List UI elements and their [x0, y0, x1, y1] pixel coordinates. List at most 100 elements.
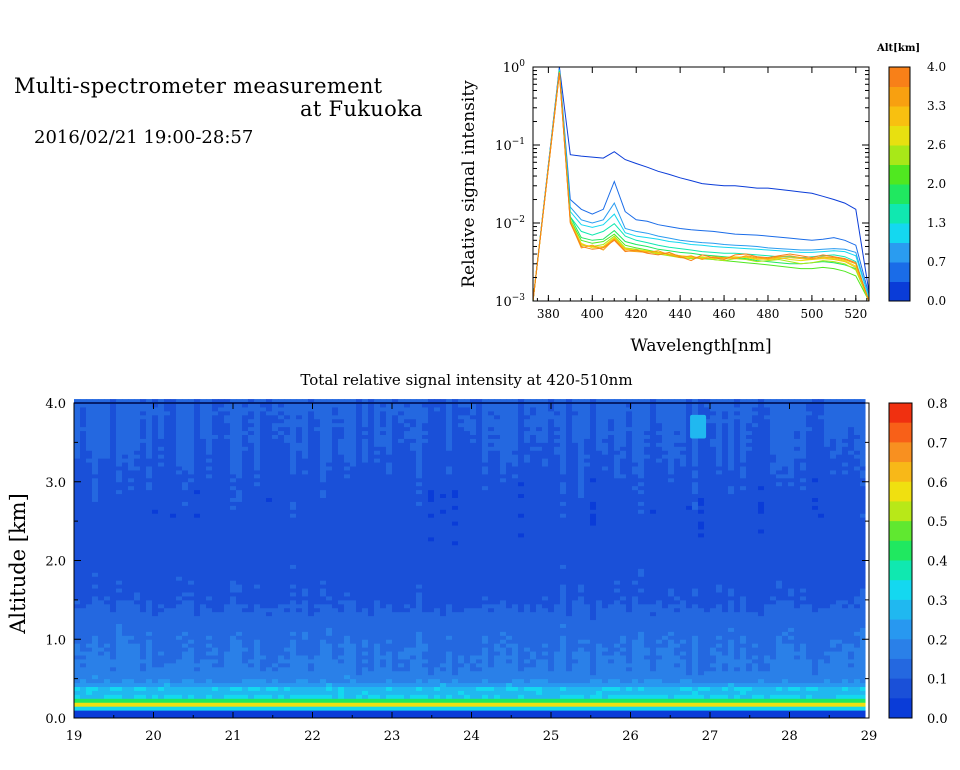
heatmap-cell: [332, 564, 339, 569]
heatmap-cell: [98, 694, 105, 699]
heatmap-cell: [422, 489, 429, 495]
heatmap-cell: [422, 560, 429, 565]
heatmap-cell: [134, 536, 141, 542]
heatmap-cell: [386, 670, 393, 676]
heatmap-cell: [302, 426, 309, 432]
heatmap-cell: [344, 662, 351, 668]
heatmap-cell: [416, 639, 423, 644]
heatmap-cell: [104, 674, 111, 680]
heatmap-cell: [410, 568, 417, 573]
heatmap-cell: [140, 469, 147, 475]
heatmap-cell: [230, 564, 237, 569]
heatmap-cell: [350, 532, 357, 538]
heatmap-cell: [398, 702, 405, 707]
heatmap-cell: [188, 686, 195, 691]
heatmap-cell: [80, 666, 87, 672]
heatmap-cell: [182, 442, 189, 447]
heatmap-cell: [356, 627, 363, 632]
heatmap-cell: [386, 635, 393, 640]
heatmap-cell: [266, 544, 273, 550]
spectrum-series-line: [532, 70, 870, 302]
heatmap-cell: [356, 418, 363, 424]
heatmap-cell: [362, 580, 369, 585]
heatmap-cell: [254, 627, 261, 632]
heatmap-cell: [308, 446, 315, 451]
heatmap-cell: [428, 501, 435, 506]
heatmap-cell: [224, 540, 231, 546]
heatmap-cell: [428, 556, 435, 561]
heatmap-cell: [104, 481, 111, 487]
heatmap-cell: [368, 662, 375, 668]
heatmap-cell: [410, 607, 417, 613]
heatmap-cell: [194, 406, 201, 412]
heatmap-cell: [260, 426, 267, 432]
heatmap-cell: [272, 434, 279, 439]
heatmap-cell: [332, 501, 339, 506]
heatmap-cell: [320, 623, 327, 628]
heatmap-cell: [362, 438, 369, 443]
heatmap-cell: [230, 686, 237, 691]
heatmap-cell: [98, 532, 105, 538]
heatmap-cell: [356, 556, 363, 561]
heatmap-cell: [230, 540, 237, 546]
heatmap-cell: [194, 501, 201, 506]
heatmap-cell: [236, 651, 243, 656]
heatmap-cell: [392, 466, 399, 471]
heatmap-cell: [398, 509, 405, 514]
heatmap-cell: [254, 706, 261, 711]
heatmap-cell: [122, 560, 129, 565]
heatmap-cell: [326, 592, 333, 597]
heatmap-cell: [404, 469, 411, 475]
heatmap-cell: [122, 655, 129, 660]
heatmap-cell: [428, 489, 435, 495]
heatmap-cell: [374, 595, 381, 601]
heatmap-cell: [320, 690, 327, 695]
heatmap-cell: [272, 489, 279, 495]
heatmap-cell: [326, 513, 333, 518]
heatmap-cell: [224, 536, 231, 542]
heatmap-cell: [272, 635, 279, 640]
heatmap-cell: [326, 509, 333, 514]
heatmap-cell: [164, 584, 171, 589]
heatmap-cell: [80, 576, 87, 581]
heatmap-cell: [278, 655, 285, 660]
heatmap-cell: [92, 493, 99, 498]
heatmap-cell: [176, 698, 183, 703]
heatmap-cell: [194, 434, 201, 439]
heatmap-cell: [74, 403, 81, 408]
heatmap-cell: [308, 442, 315, 447]
heatmap-cell: [326, 678, 333, 684]
heatmap-cell: [224, 635, 231, 640]
heatmap-cell: [74, 442, 81, 447]
heatmap-cell: [284, 489, 291, 495]
heatmap-cell: [302, 599, 309, 605]
heatmap-cell: [386, 406, 393, 412]
heatmap-cell: [410, 517, 417, 522]
heatmap-cell: [176, 623, 183, 628]
heatmap-cell: [122, 544, 129, 550]
heatmap-cell: [116, 714, 123, 719]
heatmap-cell: [182, 670, 189, 676]
heatmap-cell: [188, 619, 195, 624]
heatmap-cell: [284, 623, 291, 628]
heatmap-cell: [374, 414, 381, 420]
heatmap-cell: [242, 469, 249, 475]
heatmap-cell: [134, 414, 141, 420]
heatmap-cell: [236, 525, 243, 530]
heatmap-cell: [362, 505, 369, 510]
heatmap-cell: [146, 426, 153, 432]
heatmap-cell: [116, 466, 123, 471]
heatmap-cell: [212, 454, 219, 459]
heatmap-cell: [260, 580, 267, 585]
heatmap-cell: [176, 552, 183, 558]
heatmap-cell: [398, 525, 405, 530]
heatmap-cell: [176, 458, 183, 463]
heatmap-cell: [200, 430, 207, 435]
heatmap-cell: [290, 592, 297, 597]
heatmap-cell: [116, 702, 123, 707]
heatmap-cell: [410, 489, 417, 495]
heatmap-cell: [236, 450, 243, 455]
heatmap-cell: [308, 627, 315, 632]
heatmap-cell: [110, 414, 117, 420]
heatmap-cell: [380, 564, 387, 569]
